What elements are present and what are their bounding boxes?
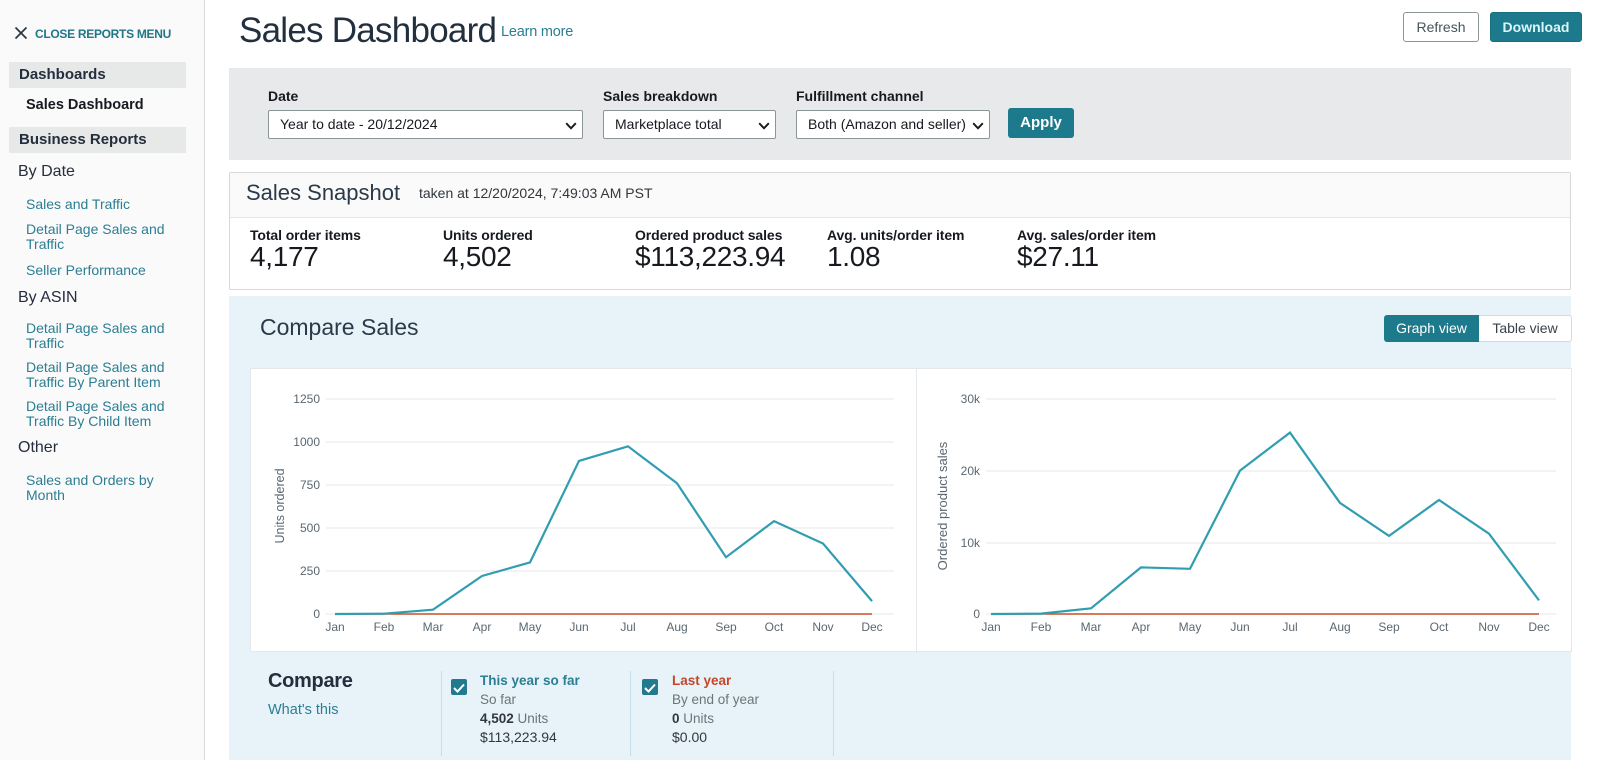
- svg-text:Oct: Oct: [1430, 620, 1449, 634]
- svg-text:Apr: Apr: [1132, 620, 1151, 634]
- svg-text:Mar: Mar: [1081, 620, 1102, 634]
- svg-text:500: 500: [300, 521, 320, 535]
- svg-text:Feb: Feb: [374, 620, 395, 634]
- svg-text:0: 0: [313, 607, 320, 621]
- svg-text:Sep: Sep: [715, 620, 737, 634]
- svg-text:20k: 20k: [961, 464, 981, 478]
- svg-text:Nov: Nov: [1478, 620, 1499, 634]
- svg-text:10k: 10k: [961, 536, 981, 550]
- svg-text:Jul: Jul: [620, 620, 635, 634]
- svg-text:Aug: Aug: [666, 620, 687, 634]
- svg-text:Mar: Mar: [423, 620, 444, 634]
- svg-text:Jul: Jul: [1282, 620, 1297, 634]
- svg-text:Jun: Jun: [1230, 620, 1249, 634]
- svg-text:Ordered product sales: Ordered product sales: [935, 441, 950, 570]
- svg-text:1250: 1250: [293, 392, 320, 406]
- svg-text:30k: 30k: [961, 392, 981, 406]
- svg-text:Sep: Sep: [1378, 620, 1400, 634]
- svg-text:Jan: Jan: [325, 620, 344, 634]
- svg-text:May: May: [519, 620, 542, 634]
- svg-text:Jan: Jan: [981, 620, 1000, 634]
- svg-text:1000: 1000: [293, 435, 320, 449]
- svg-text:Units ordered: Units ordered: [273, 468, 287, 543]
- svg-text:Dec: Dec: [861, 620, 882, 634]
- svg-text:Nov: Nov: [812, 620, 833, 634]
- svg-text:750: 750: [300, 478, 320, 492]
- svg-text:Oct: Oct: [765, 620, 784, 634]
- svg-text:May: May: [1179, 620, 1202, 634]
- svg-text:Jun: Jun: [569, 620, 588, 634]
- svg-text:0: 0: [973, 607, 980, 621]
- svg-text:250: 250: [300, 564, 320, 578]
- svg-text:Aug: Aug: [1329, 620, 1350, 634]
- svg-text:Feb: Feb: [1031, 620, 1052, 634]
- svg-text:Apr: Apr: [473, 620, 492, 634]
- svg-text:Dec: Dec: [1528, 620, 1549, 634]
